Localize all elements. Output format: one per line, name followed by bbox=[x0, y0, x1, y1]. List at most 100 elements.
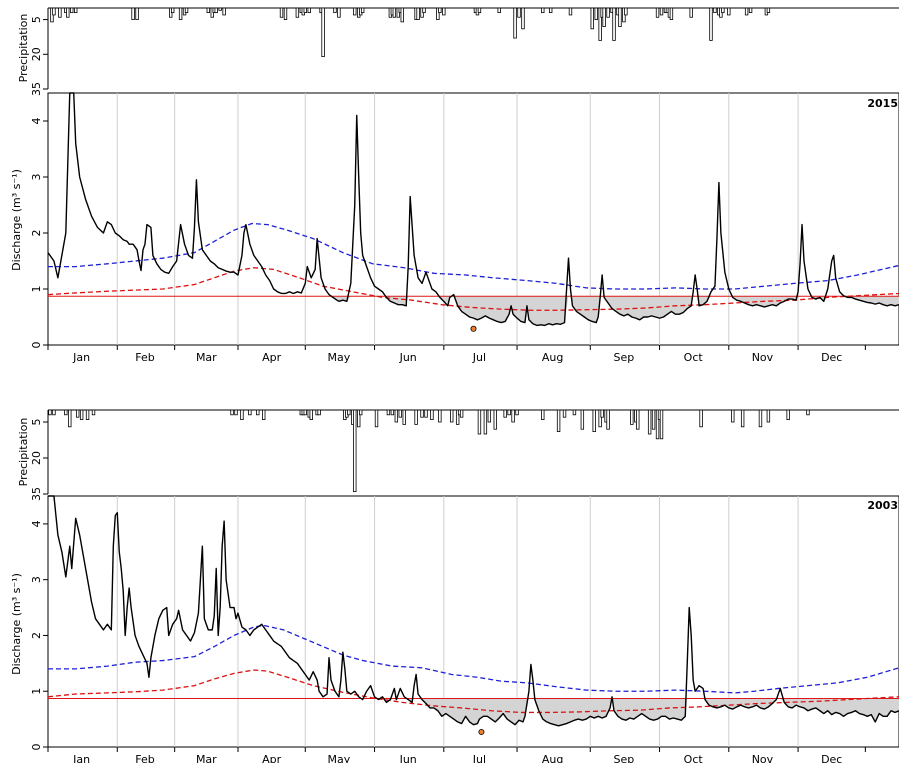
precip-bar bbox=[806, 409, 810, 416]
precip-bar bbox=[766, 7, 771, 14]
precip-bar bbox=[455, 409, 460, 425]
precip-bar bbox=[386, 409, 391, 416]
y-tick-label: 4 bbox=[30, 118, 43, 125]
precip-bar bbox=[442, 7, 446, 16]
lower-envelope-line bbox=[47, 267, 899, 311]
x-tick-label: Nov bbox=[752, 351, 774, 364]
precip-bar bbox=[66, 7, 70, 18]
precip-bar bbox=[170, 7, 175, 14]
x-tick-label: Mar bbox=[196, 753, 217, 763]
precip-bar bbox=[424, 409, 428, 418]
precip-ytick-label: 5 bbox=[30, 16, 43, 23]
y-tick-label: 2 bbox=[30, 632, 43, 639]
precip-bar bbox=[91, 409, 96, 416]
precip-bar bbox=[256, 409, 260, 416]
lower-envelope-line bbox=[47, 669, 899, 714]
precip-bar bbox=[713, 7, 717, 14]
precip-bar bbox=[744, 7, 749, 16]
precip-bar bbox=[517, 7, 521, 18]
precip-bar bbox=[511, 409, 515, 423]
precip-bar bbox=[303, 7, 307, 14]
discharge-plot-2015: Jan Feb Mar Apr May Jun Jul Aug Sep Oct Nov Dec 0 1 2 3… bbox=[30, 92, 899, 364]
precip-bar bbox=[262, 409, 266, 421]
precip-bar bbox=[612, 7, 616, 41]
chart-title-2015: 2015 bbox=[867, 97, 898, 110]
precip-bar bbox=[721, 7, 725, 14]
precip-bar bbox=[347, 409, 351, 416]
x-tick-label: Aug bbox=[542, 753, 563, 763]
precip-bar bbox=[360, 7, 365, 14]
precip-bar bbox=[590, 7, 594, 30]
discharge-plot-2003: Jan Feb Mar Apr May Jun Jul Aug Sep Oct Nov Dec 0 1 2 3… bbox=[30, 495, 899, 763]
x-tick-label: Mar bbox=[196, 351, 217, 364]
precip-bar bbox=[394, 409, 399, 423]
precip-bar bbox=[450, 409, 454, 423]
precip-bar bbox=[515, 409, 519, 416]
x-tick-label: Apr bbox=[262, 753, 282, 763]
precip-bar bbox=[279, 7, 284, 18]
x-tick-label: Aug bbox=[542, 351, 563, 364]
precip-bar bbox=[416, 7, 420, 20]
precip-bar bbox=[598, 7, 602, 41]
precip-bar bbox=[234, 409, 238, 416]
precip-bar bbox=[79, 409, 84, 421]
precip-bar bbox=[709, 7, 713, 41]
precip-bar bbox=[766, 409, 771, 423]
precip-bar bbox=[572, 409, 577, 416]
x-tick-label: Jul bbox=[472, 351, 486, 364]
precip-bar bbox=[731, 409, 735, 423]
upper-envelope-line bbox=[48, 624, 899, 694]
precip-bars-2015 bbox=[50, 7, 771, 57]
precip-bar bbox=[248, 409, 252, 416]
precip-bar bbox=[592, 409, 596, 433]
precip-bar bbox=[357, 409, 361, 428]
precip-bar bbox=[655, 7, 660, 18]
precip-bar bbox=[556, 409, 561, 433]
x-tick-label: Sep bbox=[614, 351, 635, 364]
precip-bar bbox=[699, 409, 703, 428]
precip-ytick-label: 20 bbox=[30, 451, 43, 465]
precip-bar bbox=[493, 409, 497, 430]
x-tick-label: Jan bbox=[72, 351, 90, 364]
precip-bar bbox=[430, 409, 434, 421]
precip-bar bbox=[303, 409, 307, 416]
x-tick-label: Jan bbox=[72, 753, 90, 763]
x-tick-label: Dec bbox=[821, 351, 842, 364]
precip-axis-2015: 5 20 35 bbox=[30, 7, 899, 96]
precip-bar bbox=[333, 7, 337, 14]
precip-bar bbox=[459, 409, 464, 418]
precip-bar bbox=[230, 409, 234, 416]
precip-bar bbox=[655, 409, 660, 440]
x-tick-label: Jun bbox=[399, 753, 417, 763]
precip-bar bbox=[598, 409, 602, 428]
precip-bar bbox=[758, 409, 763, 428]
precip-bar bbox=[68, 409, 72, 428]
y-tick-label: 4 bbox=[30, 520, 43, 527]
precip-bar bbox=[477, 7, 482, 14]
precip-bar bbox=[659, 409, 664, 440]
precip-bar bbox=[337, 7, 341, 18]
precip-bar bbox=[390, 409, 395, 416]
plot-frame bbox=[47, 92, 899, 346]
precip-bar bbox=[70, 7, 74, 14]
y-tick-label: 0 bbox=[30, 744, 43, 751]
precip-bar bbox=[222, 7, 226, 16]
precip-bar bbox=[503, 409, 507, 418]
x-tick-label: Sep bbox=[614, 753, 635, 763]
x-tick-label: Jul bbox=[472, 753, 486, 763]
precip-bar bbox=[438, 7, 442, 14]
precip-bar bbox=[786, 409, 790, 421]
plot-frame bbox=[47, 495, 899, 748]
y-tick-label: 2 bbox=[30, 230, 43, 237]
precip-bar bbox=[414, 409, 418, 425]
precip-axis-2003: 5 20 35 bbox=[30, 409, 899, 501]
precip-bar bbox=[135, 7, 139, 20]
discharge-line bbox=[48, 495, 899, 727]
x-tick-label: May bbox=[328, 351, 351, 364]
precip-bar bbox=[206, 7, 211, 14]
discharge-ylabel-2003: Discharge (m³ s⁻¹) bbox=[10, 573, 23, 675]
precip-bar bbox=[487, 409, 492, 423]
precip-bar bbox=[398, 409, 402, 418]
precip-bar bbox=[400, 7, 404, 23]
